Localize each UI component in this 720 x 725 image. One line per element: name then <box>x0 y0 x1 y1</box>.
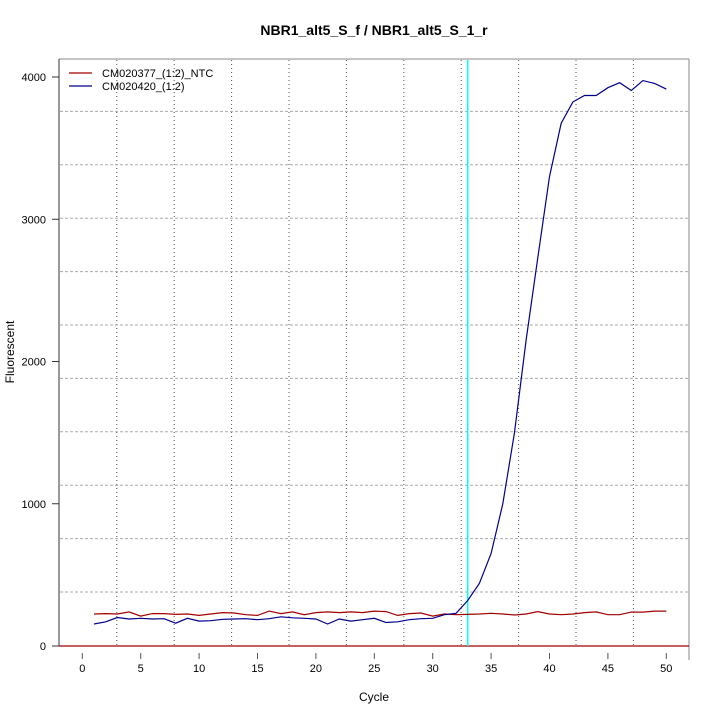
x-ticks: 0 5 10 15 20 25 30 35 40 45 50 <box>79 653 672 675</box>
series-line-0 <box>93 610 667 617</box>
x-tick-label: 35 <box>485 663 497 675</box>
legend-label: CM020420_(1:2) <box>102 81 185 93</box>
y-tick-label: 1000 <box>22 499 46 511</box>
y-tick-label: 4000 <box>22 72 46 84</box>
x-tick-label: 0 <box>79 663 85 675</box>
y-tick-label: 2000 <box>22 357 46 369</box>
x-tick-label: 30 <box>427 663 439 675</box>
x-tick-label: 40 <box>543 663 555 675</box>
grid <box>60 60 688 646</box>
y-tick-label: 3000 <box>22 214 46 226</box>
y-ticks: 0 1000 2000 3000 4000 <box>22 72 59 653</box>
y-tick-label: 0 <box>40 641 46 653</box>
series-group <box>93 79 667 625</box>
x-tick-label: 50 <box>660 663 672 675</box>
y-axis-label: Fluorescent <box>3 320 17 383</box>
x-tick-label: 10 <box>193 663 205 675</box>
legend-label: CM020377_(1:2)_NTC <box>102 68 213 80</box>
x-tick-label: 15 <box>251 663 263 675</box>
series-line-1 <box>93 79 667 625</box>
x-axis-label: Cycle <box>359 690 389 704</box>
x-tick-label: 20 <box>310 663 322 675</box>
chart-title: NBR1_alt5_S_f / NBR1_alt5_S_1_r <box>260 22 488 38</box>
x-tick-label: 45 <box>602 663 614 675</box>
x-tick-label: 5 <box>138 663 144 675</box>
x-tick-label: 25 <box>368 663 380 675</box>
